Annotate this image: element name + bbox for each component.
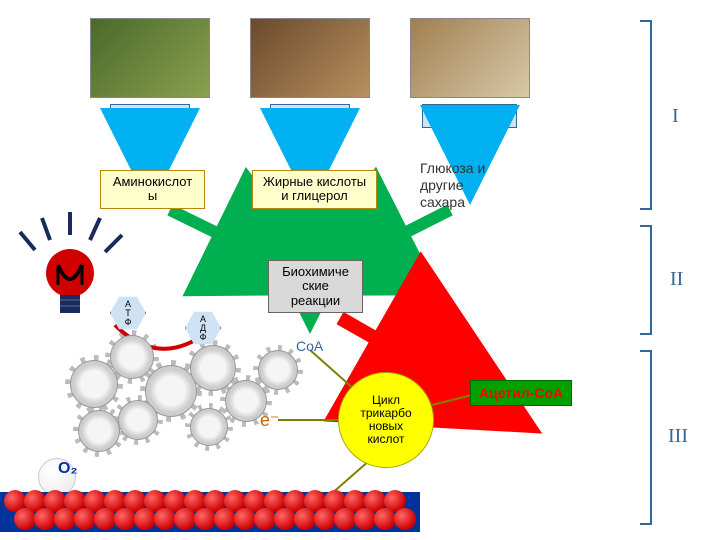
stage-label-3: III	[668, 425, 688, 448]
box-fatty-acids: Жирные кислоты и глицерол	[252, 170, 377, 209]
box-amino-acids: Аминокислот ы	[100, 170, 205, 209]
stage-label-2: II	[670, 268, 683, 291]
label-o2: О₂	[58, 460, 78, 478]
stage-label-1: I	[672, 105, 679, 128]
box-acetyl-coa: Ацетил-СоА	[470, 380, 572, 406]
box-biochem-reactions: Биохимиче ские реакции	[268, 260, 363, 313]
lightbulb-icon	[40, 245, 100, 330]
bracket-stage-1	[640, 20, 652, 210]
text-glucose: Глюкоза и другие сахара	[420, 160, 530, 210]
label-coa: СоА	[296, 338, 323, 354]
circle-tca: Цикл трикарбо новых кислот	[338, 372, 434, 468]
bracket-stage-3	[640, 350, 652, 525]
bracket-stage-2	[640, 225, 652, 335]
